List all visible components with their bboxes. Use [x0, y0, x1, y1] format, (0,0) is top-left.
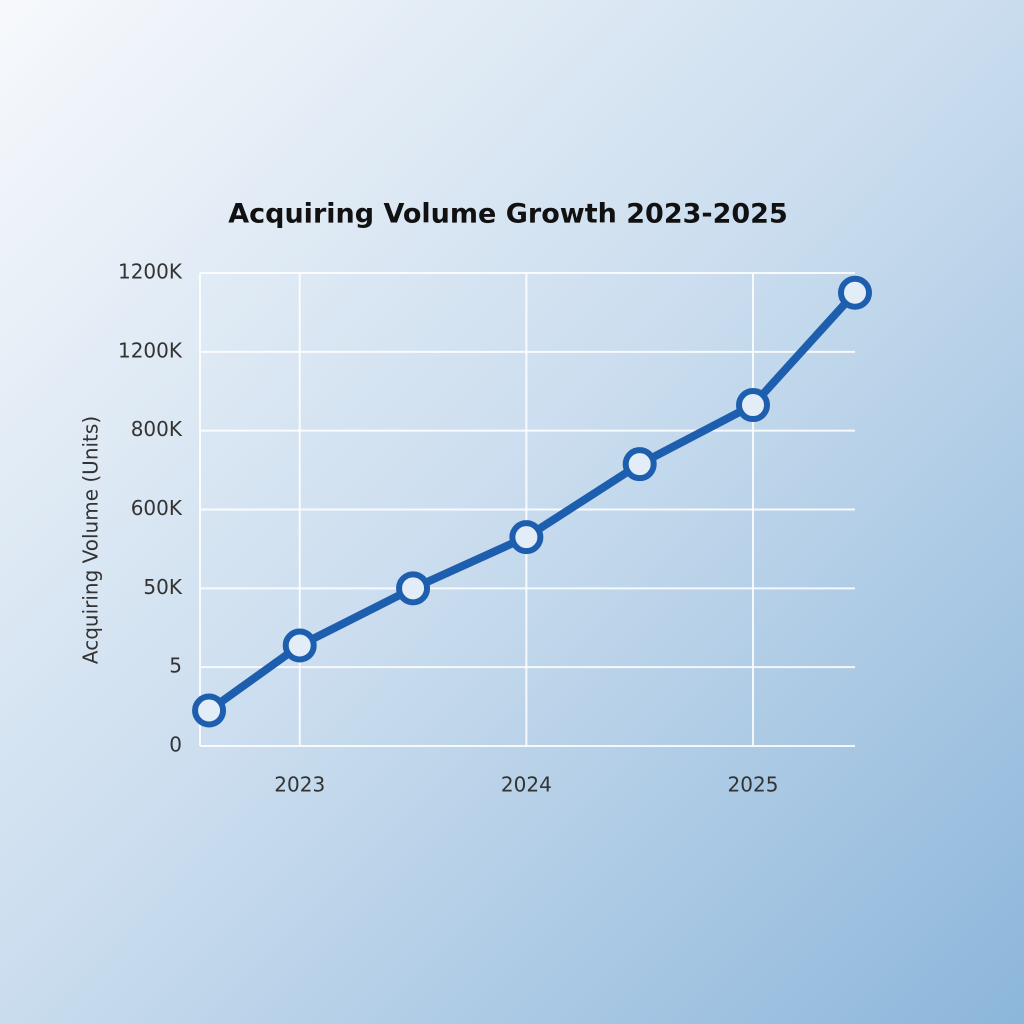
y-tick-label: 0 — [169, 733, 182, 757]
chart-title: Acquiring Volume Growth 2023-2025 — [228, 199, 788, 230]
y-axis-label: Acquiring Volume (Units) — [79, 416, 103, 664]
point-marker — [622, 447, 657, 482]
point-marker — [736, 388, 771, 423]
y-tick-label: 5 — [169, 654, 182, 678]
point-marker — [192, 693, 227, 728]
y-tick-label: 800K — [131, 417, 183, 441]
point-marker — [509, 520, 544, 555]
point-marker — [396, 571, 431, 606]
point-marker — [838, 275, 872, 310]
x-tick-label: 2023 — [274, 773, 325, 797]
y-tick-label: 1200K — [118, 338, 183, 362]
y-tick-label: 50K — [143, 575, 182, 599]
y-tick-label: 600K — [131, 496, 183, 520]
point-marker — [282, 628, 317, 663]
x-tick-label: 2024 — [501, 773, 552, 797]
x-tick-label: 2025 — [728, 773, 779, 797]
y-tick-label: 1200K — [118, 260, 183, 284]
